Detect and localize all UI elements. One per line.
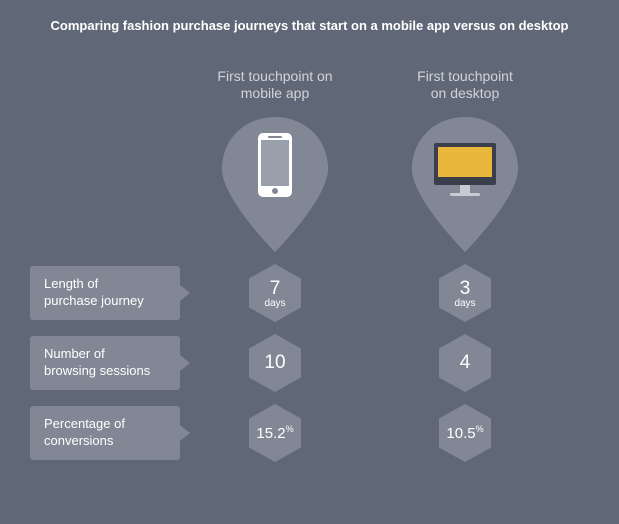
hex-mobile-journey-length: 7 days	[249, 264, 301, 322]
pin-mobile	[200, 117, 350, 252]
infographic-title: Comparing fashion purchase journeys that…	[30, 18, 589, 33]
hex-mobile-conversions: 15.2%	[249, 404, 301, 462]
row-label-sessions: Number of browsing sessions	[30, 336, 180, 390]
pin-monitor-icon	[410, 117, 520, 252]
hex-mobile-sessions: 10	[249, 334, 301, 392]
hex-desktop-sessions: 4	[439, 334, 491, 392]
hex-desktop-journey-length: 3 days	[439, 264, 491, 322]
row-label-journey-length: Length of purchase journey	[30, 266, 180, 320]
pin-desktop	[390, 117, 540, 252]
comparison-grid: First touchpoint on mobile app First tou…	[30, 65, 589, 462]
pin-phone-icon	[220, 117, 330, 252]
row-label-conversions: Percentage of conversions	[30, 406, 180, 460]
hex-desktop-conversions: 10.5%	[439, 404, 491, 462]
column-header-desktop: First touchpoint on desktop	[390, 68, 540, 103]
column-header-mobile: First touchpoint on mobile app	[200, 68, 350, 103]
